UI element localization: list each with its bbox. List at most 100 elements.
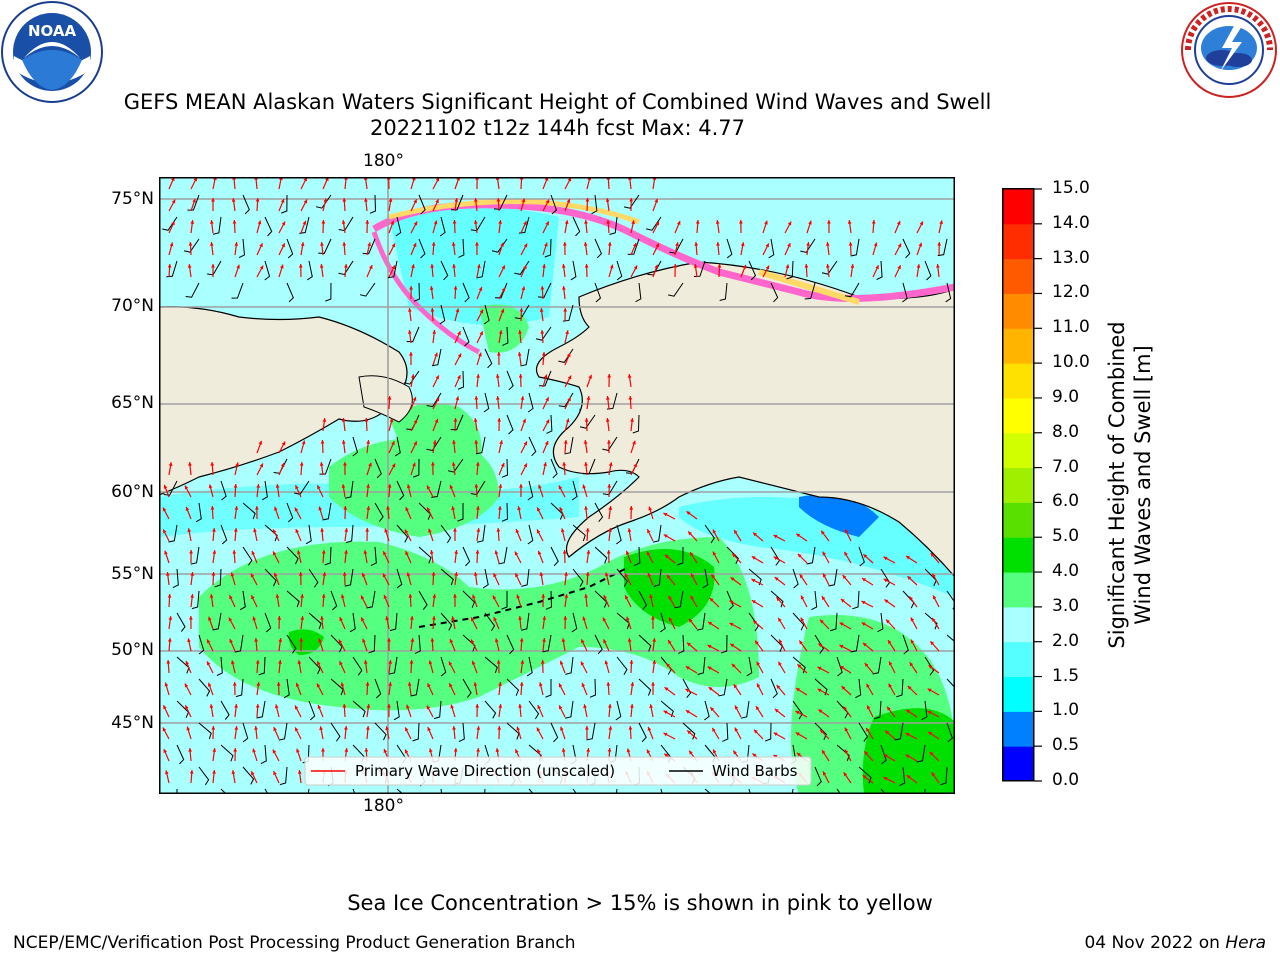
- lon-label-top: 180°: [363, 151, 404, 171]
- wave-arrow-head: [605, 198, 610, 202]
- wind-barb: [198, 634, 205, 655]
- wave-arrow-head: [231, 198, 236, 202]
- wind-barb: [281, 194, 288, 214]
- wind-barb: [501, 458, 508, 478]
- wave-arrow-head: [472, 594, 476, 599]
- wave-arrow-head: [189, 770, 194, 774]
- wave-arrow-head: [427, 683, 431, 688]
- wind-barb: [396, 524, 409, 543]
- wave-arrow-head: [317, 704, 322, 709]
- wave-arrow-head: [825, 264, 830, 268]
- wave-arrow-head: [541, 352, 546, 356]
- wind-barb: [615, 700, 622, 721]
- wind-barb: [264, 524, 278, 542]
- wave-arrow-head: [523, 265, 527, 270]
- wave-arrow-head: [364, 748, 369, 752]
- wind-barb: [396, 788, 404, 794]
- wind-barb: [634, 546, 641, 566]
- wind-barb: [239, 590, 246, 611]
- wave-arrow-head: [281, 243, 285, 248]
- wave-arrow-head: [453, 594, 457, 598]
- wave-arrow-head: [452, 220, 457, 224]
- wave-arrow-head: [602, 617, 607, 622]
- wind-barb: [902, 282, 908, 303]
- wave-arrow-head: [278, 660, 282, 664]
- wind-barb: [318, 238, 332, 255]
- wind-barb: [544, 238, 552, 258]
- colorbar-tick-label: 11.0: [1052, 317, 1090, 338]
- wind-barb: [946, 678, 955, 697]
- wave-arrow-head: [457, 331, 461, 336]
- wave-arrow-head: [585, 726, 589, 730]
- wind-barb: [484, 612, 496, 632]
- wave-arrow-head: [471, 660, 476, 665]
- wave-arrow-head: [167, 264, 172, 268]
- wave-arrow-head: [404, 749, 409, 754]
- colorbar-tick-label: 4.0: [1052, 561, 1080, 582]
- wave-arrow-head: [252, 748, 256, 753]
- wave-arrow-head: [435, 397, 440, 402]
- wave-arrow-head: [410, 638, 415, 642]
- wave-arrow-head: [875, 265, 879, 270]
- colorbar-segment: [1003, 746, 1034, 782]
- graticule: [159, 177, 955, 794]
- wind-barb: [462, 326, 470, 347]
- wind-barb: [678, 634, 685, 654]
- wind-barb: [786, 260, 794, 280]
- wave-arrow-head: [189, 550, 193, 554]
- wave-arrow-head: [862, 642, 867, 647]
- wind-barb: [176, 744, 185, 765]
- wind-barb: [616, 260, 623, 281]
- wave-arrow-head: [255, 660, 260, 664]
- wave-arrow-head: [185, 660, 190, 665]
- wave-arrow-head: [409, 616, 414, 620]
- wave-arrow-head: [163, 529, 167, 534]
- wave-arrow-head: [561, 638, 566, 642]
- wind-barb: [764, 722, 772, 742]
- wave-arrow-head: [342, 572, 347, 576]
- wind-barb: [286, 282, 294, 303]
- wave-arrow-head: [432, 594, 437, 598]
- lat-label-60: 60°N: [111, 482, 154, 502]
- colorbar-tick-label: 12.0: [1052, 282, 1090, 303]
- wind-barb: [176, 612, 186, 632]
- wind-barb: [520, 612, 530, 631]
- wave-arrow-head: [825, 242, 830, 246]
- land-alaska: [535, 261, 955, 578]
- wave-arrow-head: [515, 528, 520, 533]
- wave-arrow-head: [861, 600, 866, 605]
- wind-barb: [638, 634, 652, 652]
- wave-arrow-head: [929, 751, 934, 756]
- wave-arrow-head: [732, 553, 737, 558]
- wave-arrow-head: [603, 639, 607, 644]
- wave-arrow-head: [883, 754, 888, 758]
- wind-barb: [564, 436, 574, 455]
- wave-arrow-head: [584, 418, 589, 422]
- wave-arrow-head: [476, 748, 480, 752]
- wave-arrow-head: [523, 441, 528, 446]
- wind-barb: [462, 282, 470, 303]
- wave-arrow-head: [519, 682, 524, 686]
- wave-arrow-head: [708, 621, 713, 626]
- sea-ice-edge-yellow: [388, 199, 640, 225]
- wind-barb: [836, 656, 843, 677]
- wave-arrow-head: [542, 616, 547, 620]
- wave-arrow-head: [168, 462, 173, 466]
- wave-arrow-head: [605, 418, 610, 422]
- wave-arrow-head: [694, 242, 699, 246]
- wind-barb: [748, 612, 759, 632]
- wave-arrow-head: [753, 620, 758, 625]
- title-line-2: 20221102 t12z 144h fcst Max: 4.77: [370, 116, 745, 140]
- wave-arrow-head: [454, 198, 459, 202]
- wave-arrow-head: [647, 572, 652, 577]
- wave-arrow-head: [588, 374, 593, 379]
- wave-arrow-head: [688, 531, 692, 536]
- wave-arrow-head: [520, 660, 525, 664]
- wave-arrow-head: [259, 265, 264, 270]
- wave-arrow-head: [501, 265, 505, 270]
- wind-barb: [572, 524, 586, 542]
- wave-arrow-head: [563, 440, 568, 444]
- wave-arrow-head: [207, 639, 211, 644]
- wave-arrow-head: [499, 440, 503, 445]
- wave-arrow-head: [606, 220, 611, 224]
